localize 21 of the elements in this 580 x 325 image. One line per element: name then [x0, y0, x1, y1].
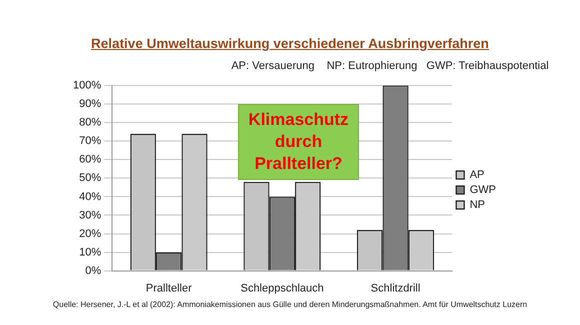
y-tick-label: 50%	[79, 172, 102, 184]
chart-title: Relative Umweltauswirkung verschiedener Ausbringverfahren	[90, 36, 490, 51]
y-tick-label: 60%	[79, 154, 102, 166]
chart-subtitle: AP: Versauerung NP: Eutrophierung GWP: Treibhauspotential	[230, 60, 550, 72]
x-tick-label: Prallteller	[146, 282, 192, 294]
y-tick-label: 20%	[79, 228, 102, 240]
y-tick-label: 40%	[79, 190, 102, 203]
annotation: Klimaschutz durch Prallteller?	[238, 104, 359, 180]
y-tick-label: 80%	[79, 116, 102, 129]
y-tick-label: 90%	[79, 98, 102, 110]
y-tick-label: 100%	[72, 80, 102, 92]
y-tick-label: 30%	[79, 209, 102, 222]
legend-label: AP	[470, 169, 484, 182]
legend-label: GWP	[470, 184, 496, 196]
legend-label: NP	[470, 199, 486, 212]
y-tick-label: 0%	[85, 264, 102, 277]
source-note: Quelle: Hersener, J.-L et al (2002): Ammoniakemissionen aus Gülle und deren Minderungsmaßnahmen. Amt für Umweltschutz Luzern	[52, 300, 528, 309]
y-tick-label: 70%	[79, 135, 102, 148]
x-tick-label: Schleppschlauch	[240, 282, 324, 294]
y-tick-label: 10%	[79, 246, 102, 258]
x-tick-label: Schlitzdrill	[370, 282, 420, 294]
